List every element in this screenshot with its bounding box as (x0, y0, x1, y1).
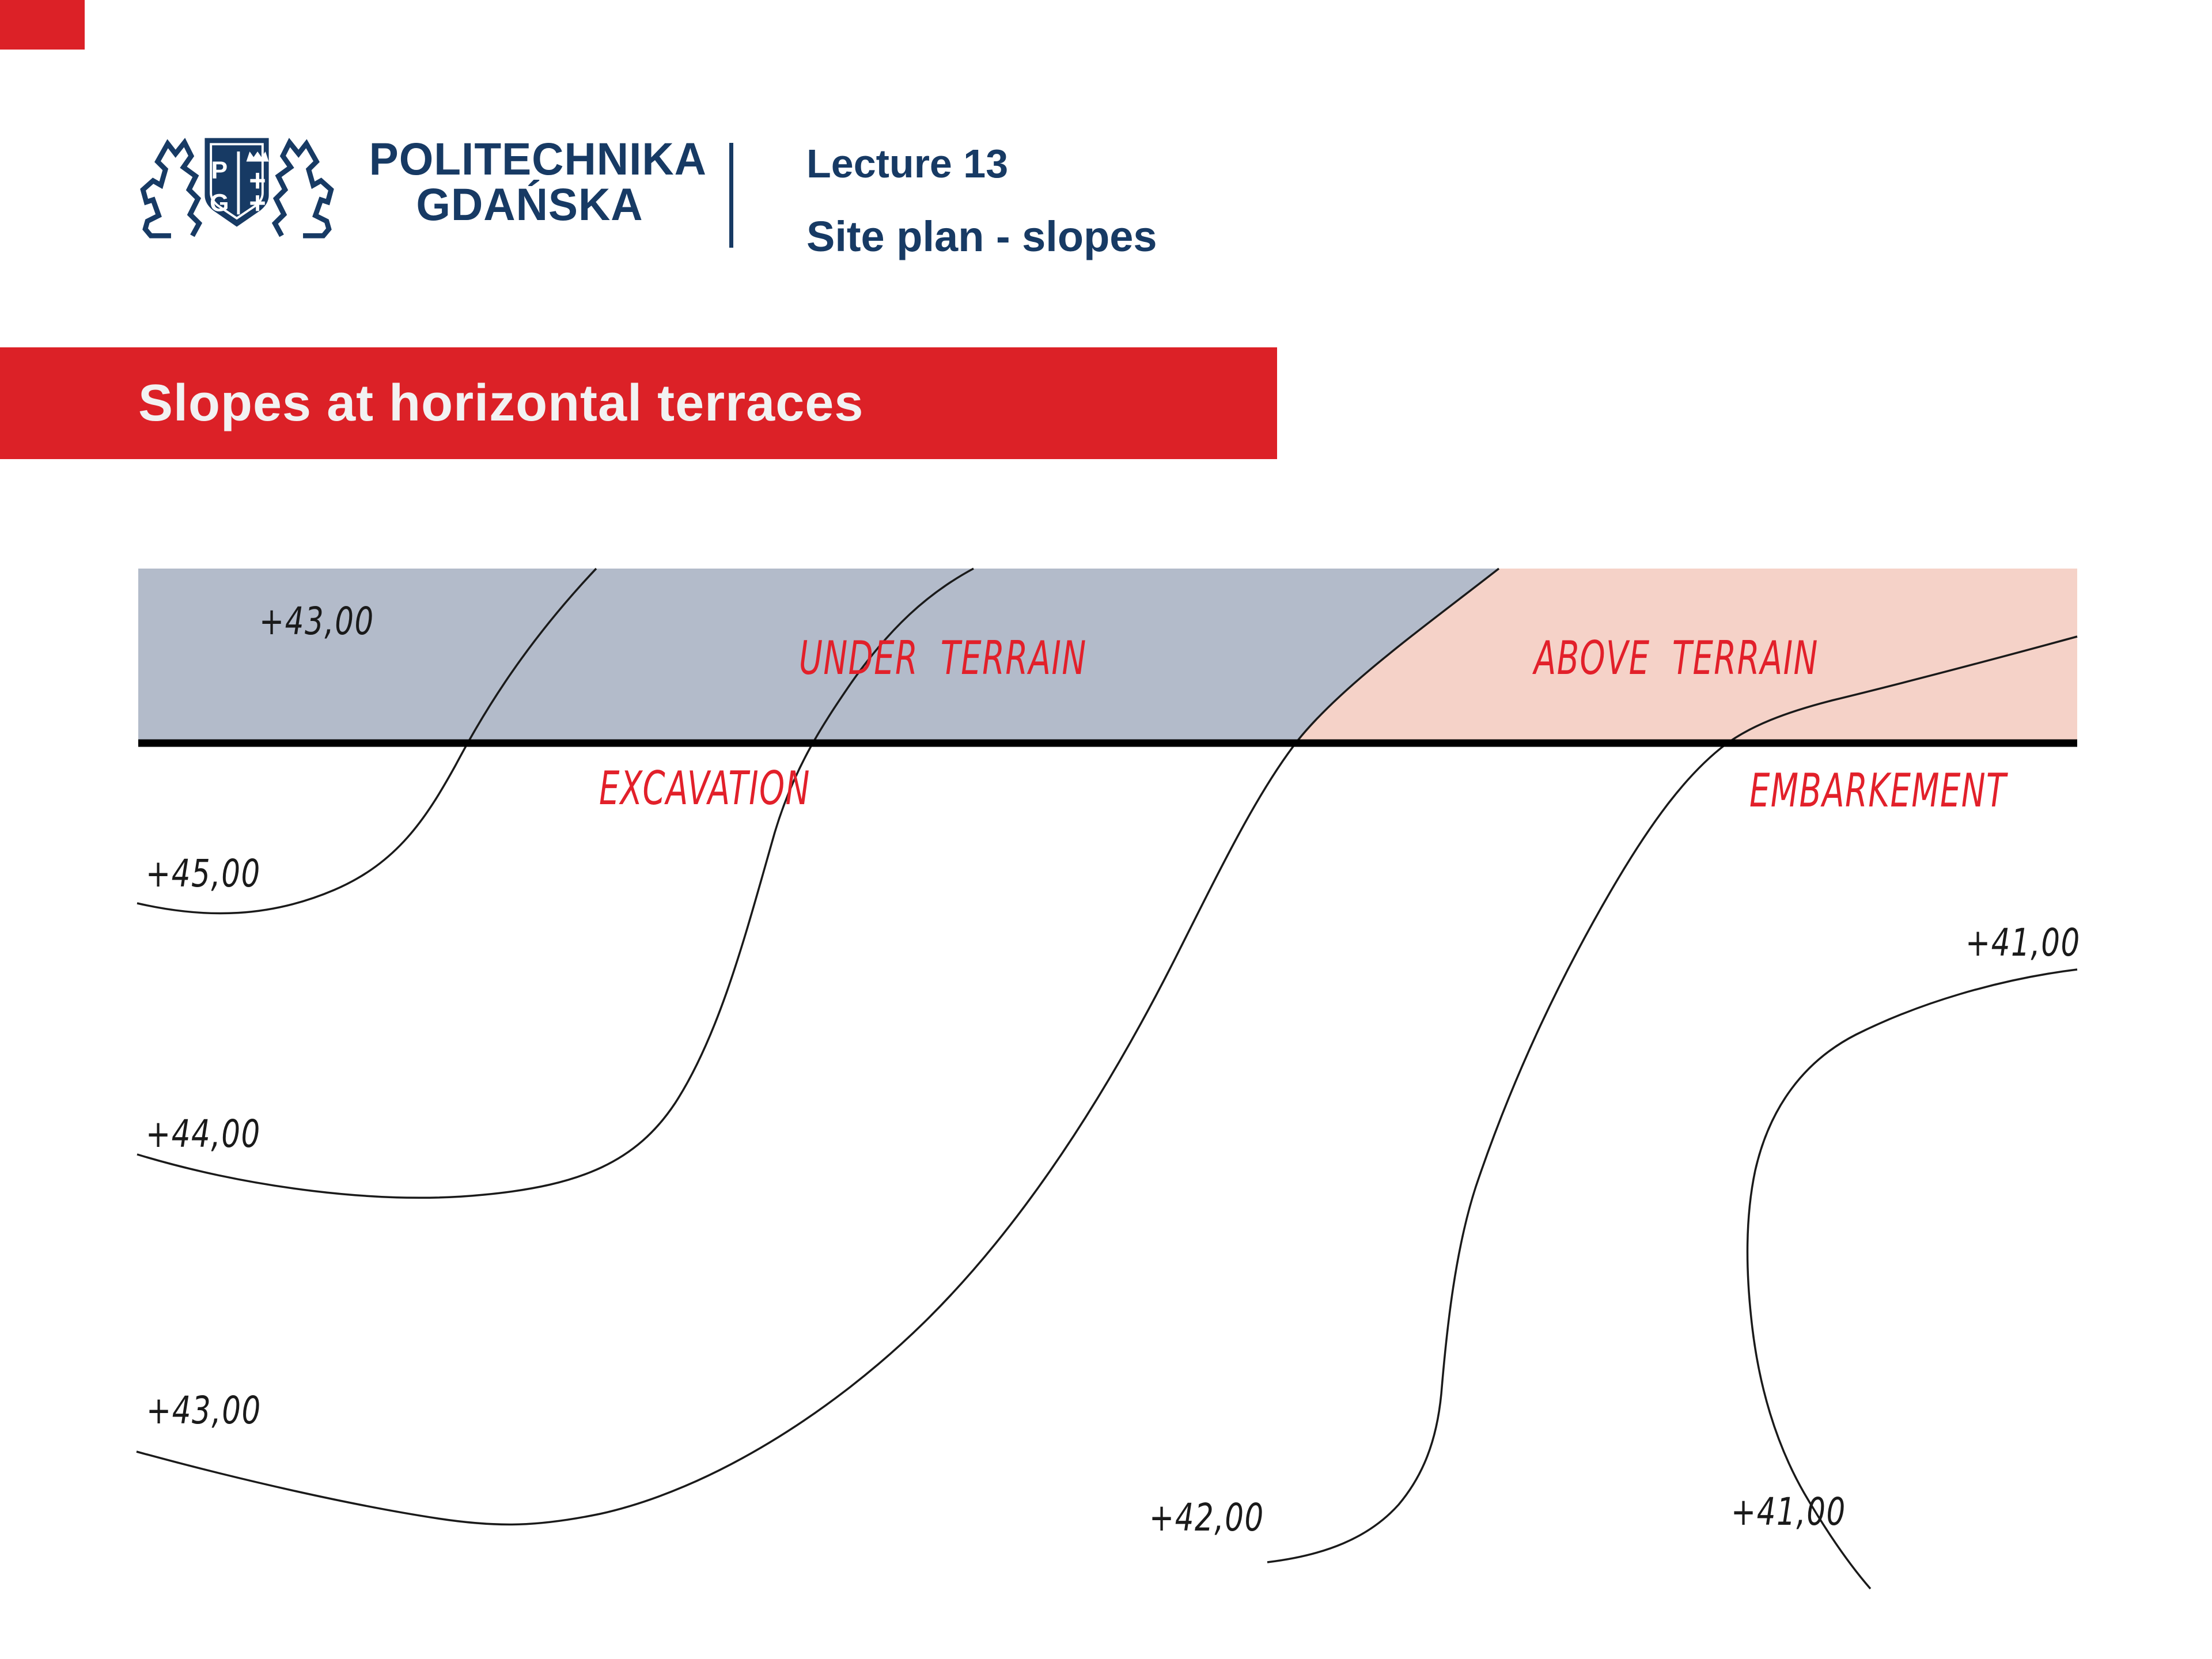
contour-label-43-bottom: +43,00 (146, 1388, 262, 1433)
slide-title: Slopes at horizontal terraces (138, 374, 864, 432)
above-terrain-region (1298, 569, 2077, 740)
embankment-label: EMBARKEMENT (1749, 764, 2007, 817)
university-name-line2: GDAŃSKA (416, 179, 643, 230)
contour-45 (137, 567, 597, 915)
lecture-number: Lecture 13 (806, 141, 1009, 186)
contour-label-45: +45,00 (146, 851, 261, 896)
crest-crosses (250, 173, 265, 211)
contour-41 (1746, 968, 2078, 1590)
crest-left-lion (140, 138, 203, 238)
university-crest-icon: P G (140, 138, 334, 238)
university-name: POLITECHNIKA GDAŃSKA (364, 133, 707, 230)
contour-label-41-bottom: +41,00 (1731, 1490, 1846, 1534)
contour-label-42-bottom: +42,00 (1149, 1495, 1264, 1540)
crest-crown (246, 151, 269, 162)
crest-letter-g: G (210, 189, 229, 217)
contour-label-44: +44,00 (146, 1112, 261, 1156)
contour-label-41-upper-right: +41,00 (1965, 921, 2081, 965)
under-terrain-region (138, 569, 1499, 740)
header-divider (729, 143, 733, 248)
university-name-line1: POLITECHNIKA (369, 133, 707, 184)
under-terrain-label: UNDER TERRAIN (799, 631, 1087, 685)
contour-42 (1267, 635, 2078, 1563)
excavation-label: EXCAVATION (599, 762, 810, 815)
above-terrain-label: ABOVE TERRAIN (1534, 631, 1819, 685)
crest-letter-p: P (211, 157, 228, 184)
lecture-topic: Site plan - slopes (806, 213, 1157, 260)
contour-44 (137, 567, 974, 1199)
lecture-header: Lecture 13 Site plan - slopes (806, 141, 1157, 261)
corner-accent-bar (0, 0, 85, 50)
crest-shield-inner-border (210, 143, 264, 220)
terrace-level-label: +43,00 (259, 599, 374, 643)
title-banner: Slopes at horizontal terraces (0, 347, 1277, 459)
crest-right-lion (271, 138, 334, 238)
